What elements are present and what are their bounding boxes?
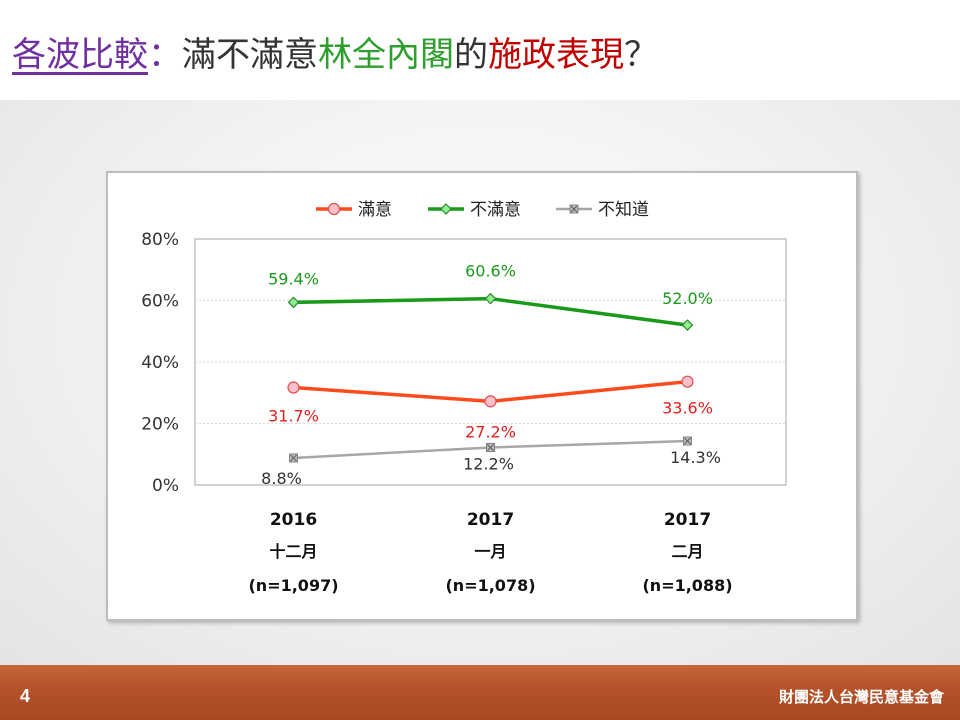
legend-label: 不滿意 <box>470 200 521 220</box>
title-part: 施政表現 <box>488 35 624 75</box>
footer-bar <box>0 665 960 720</box>
title-part: 滿不滿意 <box>182 35 318 75</box>
y-tick-label: 60% <box>141 292 179 312</box>
chart-frame: 0% 20% 40% 60% 80% 2016 十二月 (n=1,097) 2017 一月 (n=1… <box>106 171 858 621</box>
series-point-cross <box>487 444 494 451</box>
line-chart: 0% 20% 40% 60% 80% 2016 十二月 (n=1,097) 2017 一月 (n=1… <box>141 200 787 595</box>
y-tick-label: 0% <box>152 476 179 496</box>
data-label: 33.6% <box>662 399 713 418</box>
x-category-sample-size: (n=1,088) <box>642 576 732 595</box>
data-label: 27.2% <box>465 422 516 441</box>
x-category-year: 2017 <box>467 510 514 530</box>
data-label: 12.2% <box>463 454 514 473</box>
x-category-sample-size: (n=1,097) <box>248 576 338 595</box>
title-part: 林全內閣 <box>318 35 454 75</box>
x-category-month: 十二月 <box>269 542 317 561</box>
legend-label: 不知道 <box>598 200 649 220</box>
x-category-month: 二月 <box>671 542 703 561</box>
series-point <box>484 292 497 305</box>
title-part: 的 <box>454 35 488 75</box>
title-part: 各波比較 <box>12 35 148 75</box>
y-tick-label: 20% <box>141 415 179 435</box>
x-category-sample-size: (n=1,078) <box>445 576 535 595</box>
data-label: 14.3% <box>670 448 721 467</box>
series-point <box>681 319 694 331</box>
data-label: 52.0% <box>662 289 713 308</box>
organization-name: 財團法人台灣民意基金會 <box>778 688 944 706</box>
x-category-year: 2016 <box>270 510 317 530</box>
y-tick-label: 80% <box>141 230 179 250</box>
series-point <box>287 296 300 309</box>
series-point <box>484 395 497 408</box>
series-point-cross <box>290 454 297 462</box>
series-point-cross <box>570 205 578 213</box>
y-tick-label: 40% <box>141 353 179 373</box>
series-point <box>287 381 300 394</box>
page-number: 4 <box>20 686 31 706</box>
slide-title: 各波比較：滿不滿意林全內閣的施政表現？ <box>12 30 658 80</box>
data-label: 60.6% <box>465 262 516 281</box>
data-label: 59.4% <box>268 269 319 288</box>
series-point <box>327 202 341 216</box>
series-point-cross <box>684 437 691 445</box>
x-category-month: 一月 <box>474 542 506 561</box>
series-point <box>681 375 694 388</box>
legend-label: 滿意 <box>358 200 392 220</box>
title-part: ： <box>148 35 182 75</box>
title-part: ？ <box>624 35 658 75</box>
x-category-year: 2017 <box>664 510 711 530</box>
series-point <box>440 203 452 215</box>
data-label: 8.8% <box>261 469 302 488</box>
data-label: 31.7% <box>268 407 319 426</box>
